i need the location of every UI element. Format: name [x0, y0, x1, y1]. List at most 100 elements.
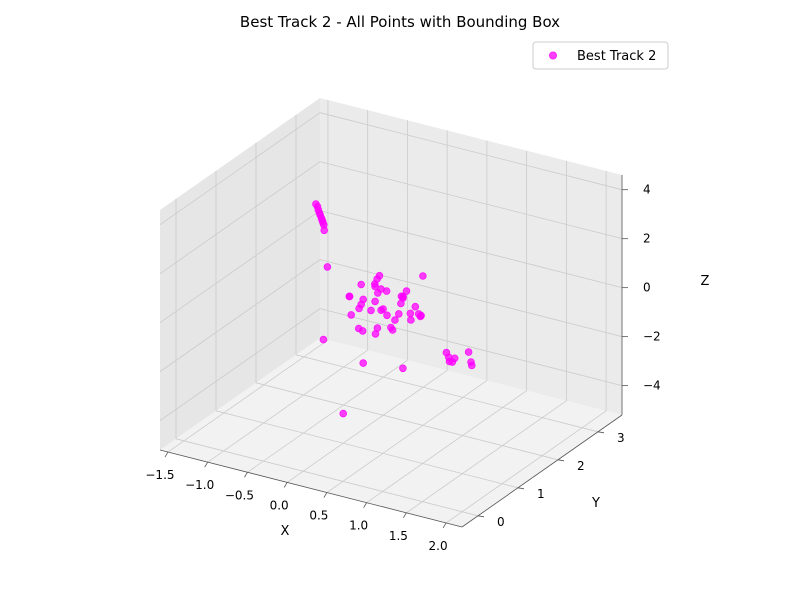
data-point [394, 310, 403, 318]
y-tick-label: 2 [577, 459, 585, 473]
x-tick [283, 482, 288, 488]
legend-label: Best Track 2 [577, 49, 656, 64]
z-grid-back [319, 210, 623, 289]
x-tick [323, 492, 328, 498]
y-tick [477, 515, 485, 518]
side-pane [160, 98, 320, 450]
y-tick-label: 3 [617, 431, 625, 445]
data-point [355, 304, 363, 313]
z-grid-back [319, 161, 623, 240]
z-tick-label: −4 [643, 379, 661, 393]
z-tick-label: 2 [643, 232, 651, 246]
data-point [402, 287, 411, 295]
data-point [419, 272, 427, 280]
y-grid-floor [215, 410, 519, 489]
y-tick-label: 0 [497, 515, 505, 529]
data-point [359, 295, 368, 304]
y-tick [557, 459, 565, 462]
z-axis-label: Z [701, 274, 710, 289]
x-tick-label: −1.5 [145, 468, 174, 482]
z-tick-label: −2 [643, 330, 661, 344]
data-point [448, 358, 457, 366]
back-pane [320, 98, 622, 415]
legend-box [532, 41, 669, 70]
y-tick [517, 487, 525, 490]
grid-lines [159, 100, 623, 524]
data-point [323, 263, 332, 271]
data-point [339, 409, 348, 418]
data-point [367, 306, 375, 315]
data-point [377, 285, 385, 293]
x-tick-label: 0.5 [309, 509, 328, 523]
data-point [371, 297, 379, 306]
x-axis-line [159, 449, 463, 528]
data-point [358, 327, 367, 335]
x-tick-label: −0.5 [225, 488, 254, 502]
x-tick [164, 451, 169, 458]
y-axis-line [461, 414, 623, 528]
x-grid-floor [445, 410, 607, 524]
x-tick [442, 522, 447, 529]
z-grid-side [159, 112, 321, 226]
data-point [379, 305, 387, 313]
chart-title: Best Track 2 - All Points with Bounding … [240, 13, 560, 31]
x-grid-floor [207, 349, 368, 463]
tick-labels: −1.5 −1.0 −0.5 0.0 0.5 1.0 1.5 2.0 0 1 2 3 −4 −2 0 2 4 [145, 183, 660, 553]
z-grid-side [159, 210, 321, 323]
data-point [345, 292, 354, 301]
data-point [359, 359, 368, 367]
data-point [387, 323, 395, 332]
z-grid-back [319, 259, 623, 338]
x-tick [403, 512, 407, 519]
data-point [357, 280, 366, 289]
y-axis-label: Y [591, 496, 600, 511]
data-point [414, 310, 423, 318]
x-grid-floor [247, 359, 408, 473]
x-tick-label: 1.5 [389, 529, 408, 543]
data-point [320, 226, 329, 235]
x-tick-label: 2.0 [429, 539, 448, 553]
x-tick [244, 472, 248, 478]
x-grid-floor [406, 400, 567, 514]
x-tick-label: 0.0 [270, 498, 289, 512]
data-point [397, 299, 405, 308]
data-point [407, 316, 415, 324]
z-grid-side [159, 161, 321, 275]
z-grid-back [319, 308, 623, 386]
x-tick-label: −1.0 [185, 478, 214, 492]
z-grid-back [319, 112, 623, 191]
x-tick [204, 461, 209, 468]
legend: Best Track 2 [532, 41, 669, 70]
data-point [399, 364, 407, 373]
data-points [312, 200, 476, 418]
z-grid-side [159, 308, 321, 421]
y-grid-floor [255, 382, 559, 461]
x-tick [363, 502, 367, 508]
x-grid-floor [286, 370, 448, 483]
z-tick-label: 4 [643, 183, 651, 197]
data-point [464, 348, 473, 356]
data-point [319, 335, 328, 344]
floor-pane [160, 338, 622, 527]
data-point [411, 302, 420, 311]
x-grid-floor [167, 339, 329, 453]
data-point [383, 311, 391, 320]
y-tick-label: 1 [537, 487, 545, 501]
x-grid-floor [326, 380, 488, 493]
z-grid-side [159, 259, 321, 372]
data-point [442, 348, 451, 357]
x-grid-floor [366, 390, 527, 504]
data-point [373, 324, 382, 332]
data-point [373, 275, 381, 283]
y-tick [597, 431, 605, 434]
y-grid-floor [295, 354, 599, 433]
x-tick-label: 1.0 [349, 519, 368, 533]
data-point [406, 309, 415, 318]
axis-lines [159, 175, 628, 529]
axis-panes [160, 98, 622, 527]
x-axis-label: X [281, 524, 290, 539]
data-point [391, 316, 399, 324]
data-point [347, 311, 356, 319]
